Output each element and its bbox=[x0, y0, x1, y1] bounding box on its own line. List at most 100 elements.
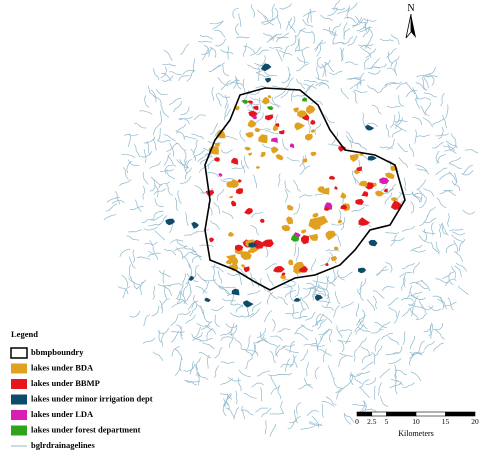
drainage-line bbox=[175, 297, 188, 305]
drainage-line bbox=[398, 95, 405, 107]
drainage-line bbox=[222, 298, 236, 302]
legend-swatch bbox=[11, 363, 27, 374]
drainage-line bbox=[258, 97, 262, 112]
drainage-line bbox=[222, 64, 230, 76]
drainage-line bbox=[183, 290, 192, 302]
lake bbox=[271, 137, 278, 143]
drainage-line bbox=[130, 206, 144, 210]
drainage-line bbox=[367, 84, 379, 94]
drainage-line bbox=[220, 378, 234, 386]
drainage-line bbox=[303, 287, 312, 299]
legend-label: lakes under forest department bbox=[31, 424, 141, 434]
drainage-line bbox=[362, 26, 370, 38]
drainage-line bbox=[182, 69, 196, 75]
drainage-line bbox=[121, 154, 136, 158]
drainage-line bbox=[321, 305, 334, 311]
scale-label: 0 bbox=[355, 417, 359, 426]
lake bbox=[324, 207, 330, 211]
drainage-line bbox=[316, 56, 322, 69]
drainage-line bbox=[431, 141, 444, 149]
legend-title: Legend bbox=[11, 329, 38, 339]
drainage-line bbox=[266, 33, 278, 43]
drainage-line bbox=[224, 103, 229, 117]
drainage-line bbox=[418, 234, 430, 244]
drainage-line bbox=[247, 289, 261, 296]
drainage-line bbox=[423, 217, 437, 224]
lake bbox=[252, 115, 258, 120]
drainage-line bbox=[289, 355, 297, 368]
drainage-line bbox=[356, 21, 367, 32]
drainage-line bbox=[178, 310, 191, 315]
lake bbox=[229, 195, 233, 199]
drainage-line bbox=[386, 105, 401, 109]
drainage-line bbox=[214, 314, 220, 328]
drainage-line bbox=[303, 83, 314, 94]
drainage-line bbox=[127, 159, 140, 167]
lake bbox=[281, 225, 291, 232]
drainage-line bbox=[166, 142, 178, 152]
drainage-line bbox=[213, 276, 222, 288]
drainage-line bbox=[343, 22, 348, 36]
drainage-line bbox=[353, 89, 368, 93]
drainage-line bbox=[453, 240, 459, 254]
drainage-line bbox=[409, 336, 416, 350]
scale-label: 20 bbox=[471, 417, 479, 426]
drainage-line bbox=[408, 304, 423, 308]
drainage-line bbox=[415, 282, 428, 289]
drainage-line bbox=[238, 369, 251, 378]
drainage-line bbox=[229, 334, 234, 348]
drainage-line bbox=[406, 285, 413, 299]
drainage-line bbox=[418, 300, 426, 314]
lake bbox=[321, 187, 330, 195]
drainage-line bbox=[193, 114, 206, 121]
drainage-line bbox=[176, 239, 188, 248]
lake bbox=[214, 142, 220, 147]
drainage-line bbox=[295, 78, 306, 90]
drainage-line bbox=[198, 163, 211, 173]
lake bbox=[240, 251, 252, 260]
drainage-line bbox=[178, 75, 191, 81]
drainage-line bbox=[196, 323, 211, 327]
scale-label: 2.5 bbox=[367, 417, 377, 426]
drainage-line bbox=[356, 79, 366, 89]
drainage-line bbox=[357, 337, 367, 349]
drainage-line bbox=[343, 28, 351, 40]
drainage-line bbox=[195, 229, 210, 233]
drainage-line bbox=[311, 258, 317, 272]
lake bbox=[334, 186, 338, 190]
drainage-line bbox=[202, 281, 210, 294]
drainage-line bbox=[192, 326, 201, 339]
drainage-line bbox=[351, 170, 357, 185]
drainage-line bbox=[209, 46, 217, 58]
drainage-line bbox=[357, 288, 364, 301]
drainage-line bbox=[129, 310, 141, 318]
drainage-line bbox=[336, 387, 344, 400]
drainage-line bbox=[225, 407, 235, 418]
drainage-line bbox=[295, 247, 299, 262]
drainage-line bbox=[193, 139, 199, 154]
drainage-line bbox=[325, 249, 340, 252]
drainage-line bbox=[174, 348, 183, 360]
drainage-line bbox=[162, 269, 165, 284]
drainage-line bbox=[445, 243, 455, 254]
drainage-line bbox=[331, 23, 342, 34]
drainage-line bbox=[163, 153, 171, 166]
drainage-lines bbox=[103, 0, 479, 437]
drainage-line bbox=[367, 299, 376, 312]
drainage-line bbox=[423, 75, 429, 89]
drainage-line bbox=[391, 237, 405, 242]
lake bbox=[218, 173, 223, 177]
drainage-line bbox=[395, 81, 408, 90]
drainage-line bbox=[325, 294, 330, 308]
drainage-line bbox=[415, 312, 428, 321]
drainage-line bbox=[442, 271, 455, 279]
drainage-line bbox=[385, 124, 390, 138]
legend-label: lakes under BBMP bbox=[31, 378, 100, 388]
drainage-line bbox=[200, 47, 213, 55]
drainage-line bbox=[381, 188, 395, 195]
drainage-line bbox=[142, 171, 149, 185]
drainage-line bbox=[409, 143, 414, 157]
drainage-line bbox=[337, 8, 350, 15]
drainage-line bbox=[413, 295, 426, 300]
drainage-line bbox=[191, 255, 202, 263]
